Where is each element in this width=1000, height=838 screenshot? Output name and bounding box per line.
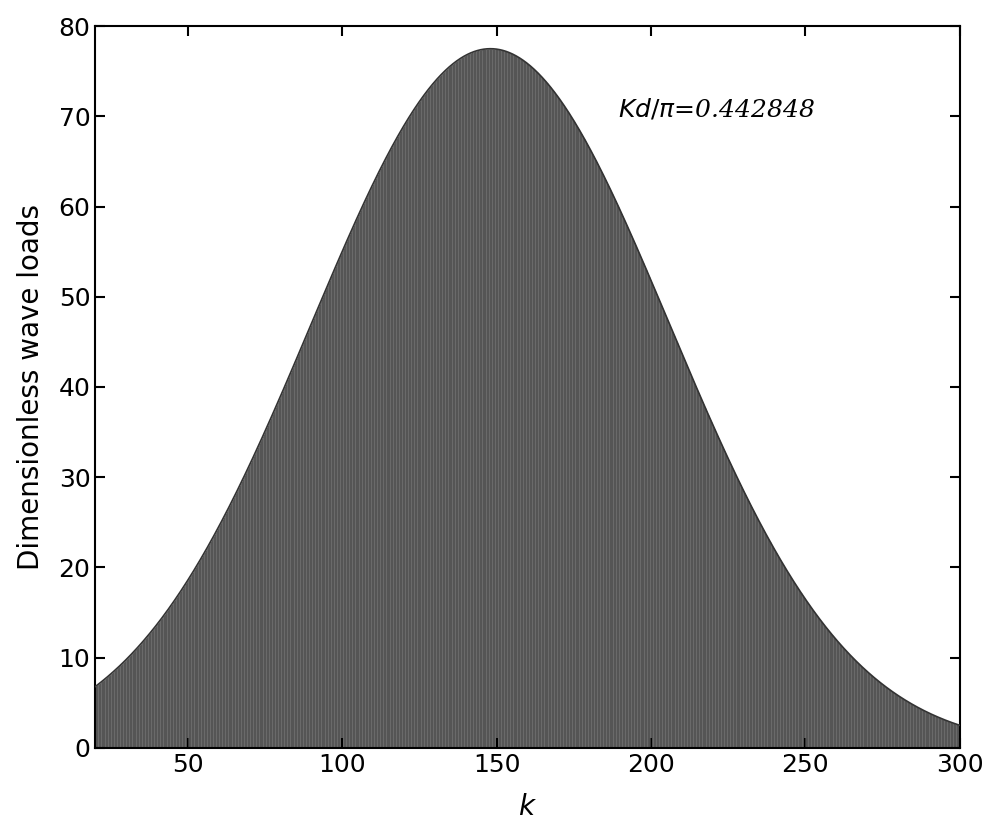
X-axis label: $k$: $k$	[518, 794, 537, 821]
Text: $\mathit{Kd}/\pi$=0.442848: $\mathit{Kd}/\pi$=0.442848	[618, 96, 815, 122]
Y-axis label: Dimensionless wave loads: Dimensionless wave loads	[17, 204, 45, 570]
